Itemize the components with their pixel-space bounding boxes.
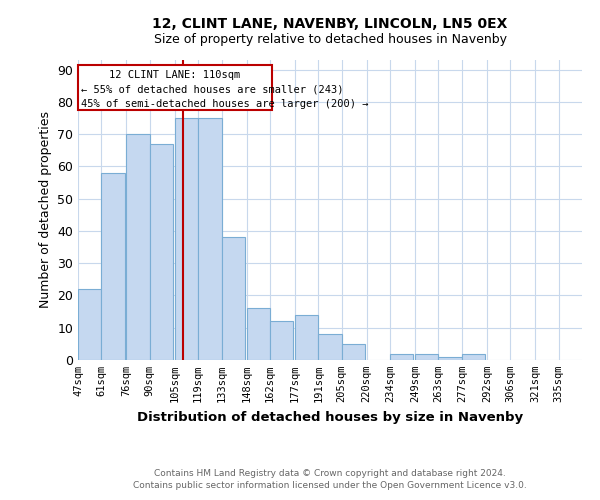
Text: ← 55% of detached houses are smaller (243): ← 55% of detached houses are smaller (24… [82, 84, 344, 94]
Bar [150, 144, 173, 360]
Bar [415, 354, 439, 360]
Text: 12, CLINT LANE, NAVENBY, LINCOLN, LN5 0EX: 12, CLINT LANE, NAVENBY, LINCOLN, LN5 0E… [152, 18, 508, 32]
Y-axis label: Number of detached properties: Number of detached properties [38, 112, 52, 308]
Bar [462, 354, 485, 360]
Bar [175, 118, 198, 360]
Text: 45% of semi-detached houses are larger (200) →: 45% of semi-detached houses are larger (… [82, 98, 369, 108]
Text: 12 CLINT LANE: 110sqm: 12 CLINT LANE: 110sqm [109, 70, 241, 80]
Bar [439, 357, 462, 360]
Text: Contains public sector information licensed under the Open Government Licence v3: Contains public sector information licen… [133, 481, 527, 490]
Bar [341, 344, 365, 360]
Bar [270, 322, 293, 360]
Bar [127, 134, 150, 360]
FancyBboxPatch shape [78, 65, 272, 110]
Bar [390, 354, 413, 360]
Bar [198, 118, 221, 360]
Bar [221, 238, 245, 360]
Bar [319, 334, 341, 360]
Bar [78, 289, 101, 360]
Bar [295, 315, 319, 360]
Bar [247, 308, 270, 360]
Bar [101, 173, 125, 360]
Text: Contains HM Land Registry data © Crown copyright and database right 2024.: Contains HM Land Registry data © Crown c… [154, 468, 506, 477]
X-axis label: Distribution of detached houses by size in Navenby: Distribution of detached houses by size … [137, 410, 523, 424]
Text: Size of property relative to detached houses in Navenby: Size of property relative to detached ho… [154, 32, 506, 46]
